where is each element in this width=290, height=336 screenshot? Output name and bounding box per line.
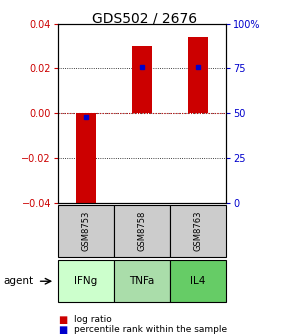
Bar xyxy=(76,114,96,210)
Text: ■: ■ xyxy=(58,315,67,325)
Text: GDS502 / 2676: GDS502 / 2676 xyxy=(93,12,197,26)
Text: percentile rank within the sample: percentile rank within the sample xyxy=(74,326,227,334)
Bar xyxy=(188,37,208,114)
Text: log ratio: log ratio xyxy=(74,316,112,324)
Text: GSM8758: GSM8758 xyxy=(137,211,147,251)
Text: TNFa: TNFa xyxy=(129,277,155,286)
Text: ■: ■ xyxy=(58,325,67,335)
Text: GSM8763: GSM8763 xyxy=(194,211,203,251)
Bar xyxy=(132,46,152,114)
Text: GSM8753: GSM8753 xyxy=(81,211,90,251)
Text: IFNg: IFNg xyxy=(75,277,98,286)
Text: IL4: IL4 xyxy=(191,277,206,286)
Text: agent: agent xyxy=(3,277,33,286)
